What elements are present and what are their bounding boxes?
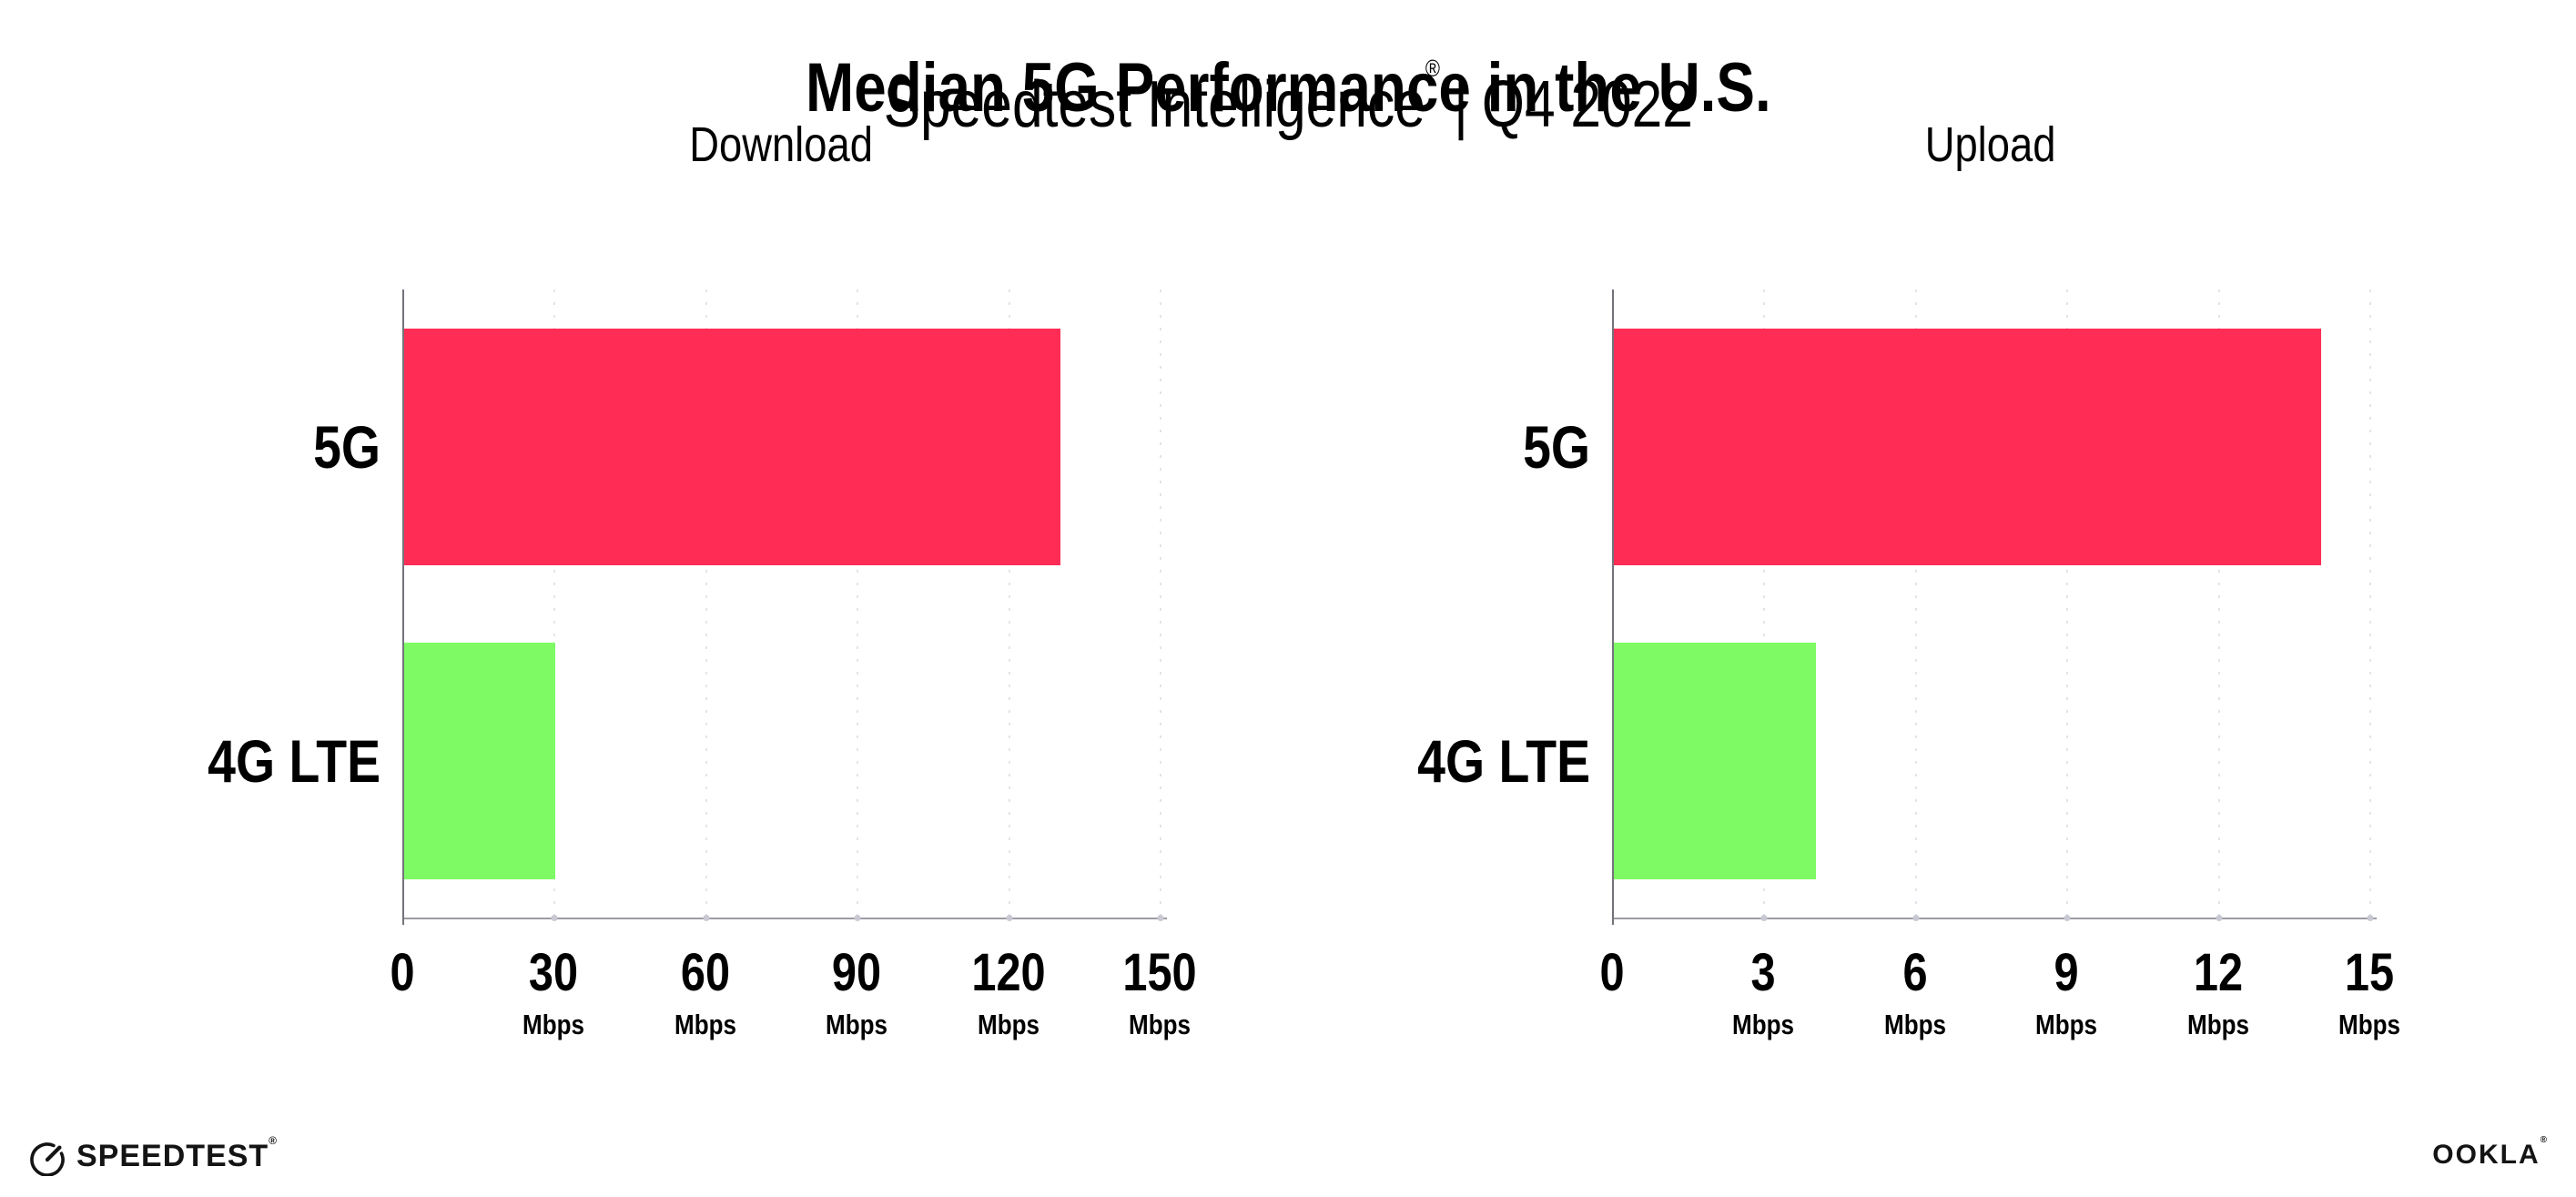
- bar-5g: [404, 328, 1061, 565]
- speedtest-wordmark-text: SPEEDTEST: [76, 1139, 269, 1173]
- page-title-text: Median 5G Performance in the U.S.: [805, 48, 1771, 127]
- axis-tick-dot: [854, 915, 861, 921]
- bar-5g: [1614, 328, 2321, 565]
- axis-tick-dot: [703, 915, 710, 921]
- x-tick-unit: Mbps: [1129, 1009, 1191, 1040]
- x-tick: 12 Mbps: [2181, 943, 2255, 1040]
- x-tick-value: 15: [2344, 943, 2395, 1002]
- x-tick: 120 Mbps: [964, 943, 1052, 1040]
- x-tick: 15 Mbps: [2333, 943, 2407, 1040]
- gridline: [2217, 289, 2220, 918]
- x-tick: 3 Mbps: [1727, 943, 1800, 1040]
- gridline: [705, 289, 707, 918]
- x-tick-value: 150: [1122, 943, 1197, 1002]
- gridline: [1763, 289, 1766, 918]
- x-tick-unit: Mbps: [2035, 1009, 2098, 1040]
- chart-panel-title: Upload: [1612, 117, 2369, 172]
- category-label-5g: 5G: [313, 412, 380, 481]
- chart-panel-title-text: Download: [689, 117, 873, 172]
- x-tick-value: 3: [1750, 943, 1776, 1002]
- x-tick-value: 0: [1599, 943, 1625, 1002]
- plot-area: [402, 289, 1167, 925]
- category-label-5g: 5G: [1523, 412, 1590, 481]
- gridline: [1160, 289, 1161, 918]
- x-tick: 60 Mbps: [668, 943, 742, 1040]
- y-axis-line: [1612, 289, 1614, 925]
- x-tick-unit: Mbps: [977, 1009, 1040, 1040]
- speedtest-trademark-symbol: ®: [269, 1133, 279, 1147]
- bar-4g-lte: [404, 642, 556, 879]
- subtitle-period: Q4 2022: [1481, 68, 1693, 141]
- x-tick-value: 90: [832, 943, 882, 1002]
- chart-panel-title: Download: [402, 117, 1160, 172]
- axis-tick-dot: [1760, 915, 1768, 921]
- axis-tick-dot: [1006, 915, 1013, 921]
- plot-area: [1612, 289, 2377, 925]
- x-tick: 6 Mbps: [1878, 943, 1952, 1040]
- x-tick: 0: [388, 947, 417, 999]
- axis-tick-dot: [551, 915, 558, 921]
- x-tick-value: 30: [529, 943, 579, 1002]
- x-tick-unit: Mbps: [1883, 1009, 1946, 1040]
- x-tick-value: 9: [2054, 943, 2079, 1002]
- ookla-logo: OOKLA®: [2432, 1136, 2547, 1170]
- axis-tick-dot: [1157, 915, 1164, 921]
- x-tick-unit: Mbps: [2186, 1009, 2249, 1040]
- category-band: [404, 289, 1167, 604]
- x-tick-unit: Mbps: [674, 1009, 736, 1040]
- x-tick: 0: [1597, 947, 1627, 999]
- category-band: [1614, 289, 2377, 604]
- axis-tick-dot: [2064, 915, 2071, 921]
- axis-tick-dot: [2367, 915, 2374, 921]
- ookla-wordmark-text: OOKLA: [2432, 1140, 2541, 1170]
- category-band: [1614, 604, 2377, 918]
- x-tick: 30 Mbps: [517, 943, 591, 1040]
- x-tick: 150 Mbps: [1116, 943, 1204, 1040]
- x-tick-unit: Mbps: [522, 1009, 585, 1040]
- bar-4g-lte: [1614, 642, 1816, 879]
- gridline: [1008, 289, 1010, 918]
- ookla-trademark-symbol: ®: [2540, 1135, 2547, 1145]
- speedtest-logo: SPEEDTEST®: [27, 1135, 278, 1176]
- speedtest-wordmark: SPEEDTEST®: [76, 1135, 278, 1173]
- gridline: [553, 289, 556, 918]
- registered-trademark-symbol: ®: [1425, 55, 1440, 82]
- chart-panel-title-text: Upload: [1925, 117, 2056, 172]
- category-label-4g-lte: 4G LTE: [208, 726, 380, 795]
- gridline: [857, 289, 859, 918]
- x-tick-unit: Mbps: [1732, 1009, 1795, 1040]
- x-tick-value: 0: [390, 943, 415, 1002]
- x-tick-unit: Mbps: [826, 1009, 888, 1040]
- subtitle-divider: |: [1453, 68, 1468, 141]
- gridline: [2066, 289, 2069, 918]
- x-tick-value: 6: [1902, 943, 1928, 1002]
- category-label-4g-lte: 4G LTE: [1417, 726, 1590, 795]
- page-subtitle: Speedtest Intelligence® | Q4 2022: [0, 55, 2576, 143]
- category-band: [404, 604, 1167, 918]
- axis-tick-dot: [1912, 915, 1920, 921]
- subtitle-product: Speedtest Intelligence: [883, 68, 1425, 141]
- gridline: [2369, 289, 2371, 918]
- speedtest-gauge-icon: [30, 1142, 65, 1176]
- x-tick: 90 Mbps: [820, 943, 894, 1040]
- page-title: Median 5G Performance in the U.S.: [0, 48, 2576, 127]
- x-tick-value: 120: [970, 943, 1046, 1002]
- x-tick: 9 Mbps: [2030, 943, 2104, 1040]
- subtitle-inner: Speedtest Intelligence® | Q4 2022: [883, 55, 1693, 143]
- x-tick-unit: Mbps: [2338, 1009, 2400, 1040]
- x-tick-value: 60: [680, 943, 730, 1002]
- gridline: [1914, 289, 1917, 918]
- x-tick-value: 12: [2193, 943, 2243, 1002]
- axis-tick-dot: [2216, 915, 2223, 921]
- y-axis-line: [402, 289, 404, 925]
